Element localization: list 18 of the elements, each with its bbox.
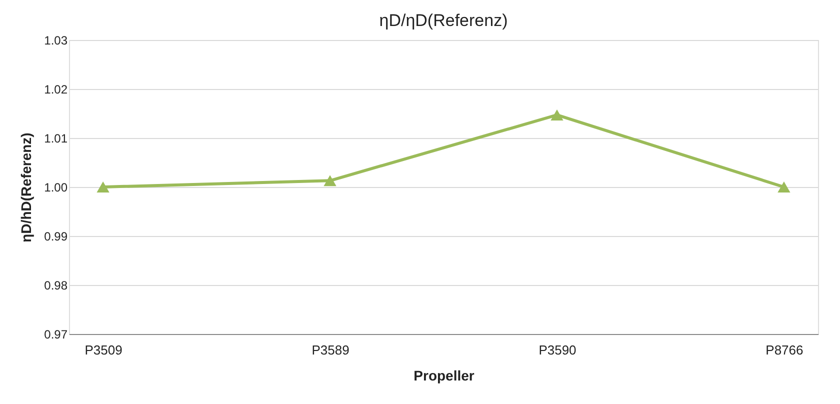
x-tick-label: P3589 <box>312 342 350 358</box>
x-axis-title: Propeller <box>414 368 475 384</box>
y-tick-label: 1.03 <box>44 34 68 48</box>
x-tick-label: P3509 <box>84 342 122 358</box>
point <box>550 109 564 120</box>
y-tick-label: 1.01 <box>44 132 68 146</box>
y-tick-label: 1.02 <box>44 82 68 96</box>
point <box>324 175 336 186</box>
y-tick-label: 0.97 <box>44 328 68 342</box>
point <box>96 182 110 192</box>
x-tick-label: P3590 <box>538 342 576 358</box>
y-axis-title: ηD/hD(Referenz) <box>18 132 34 242</box>
point <box>778 182 790 192</box>
y-tick-label: 1.00 <box>44 180 68 194</box>
x-tick-label: P8766 <box>766 342 804 358</box>
y-tick-label: 0.99 <box>44 230 68 244</box>
chart-title: ηD/ηD(Referenz) <box>379 11 508 30</box>
y-tick-label: 0.98 <box>44 278 68 292</box>
